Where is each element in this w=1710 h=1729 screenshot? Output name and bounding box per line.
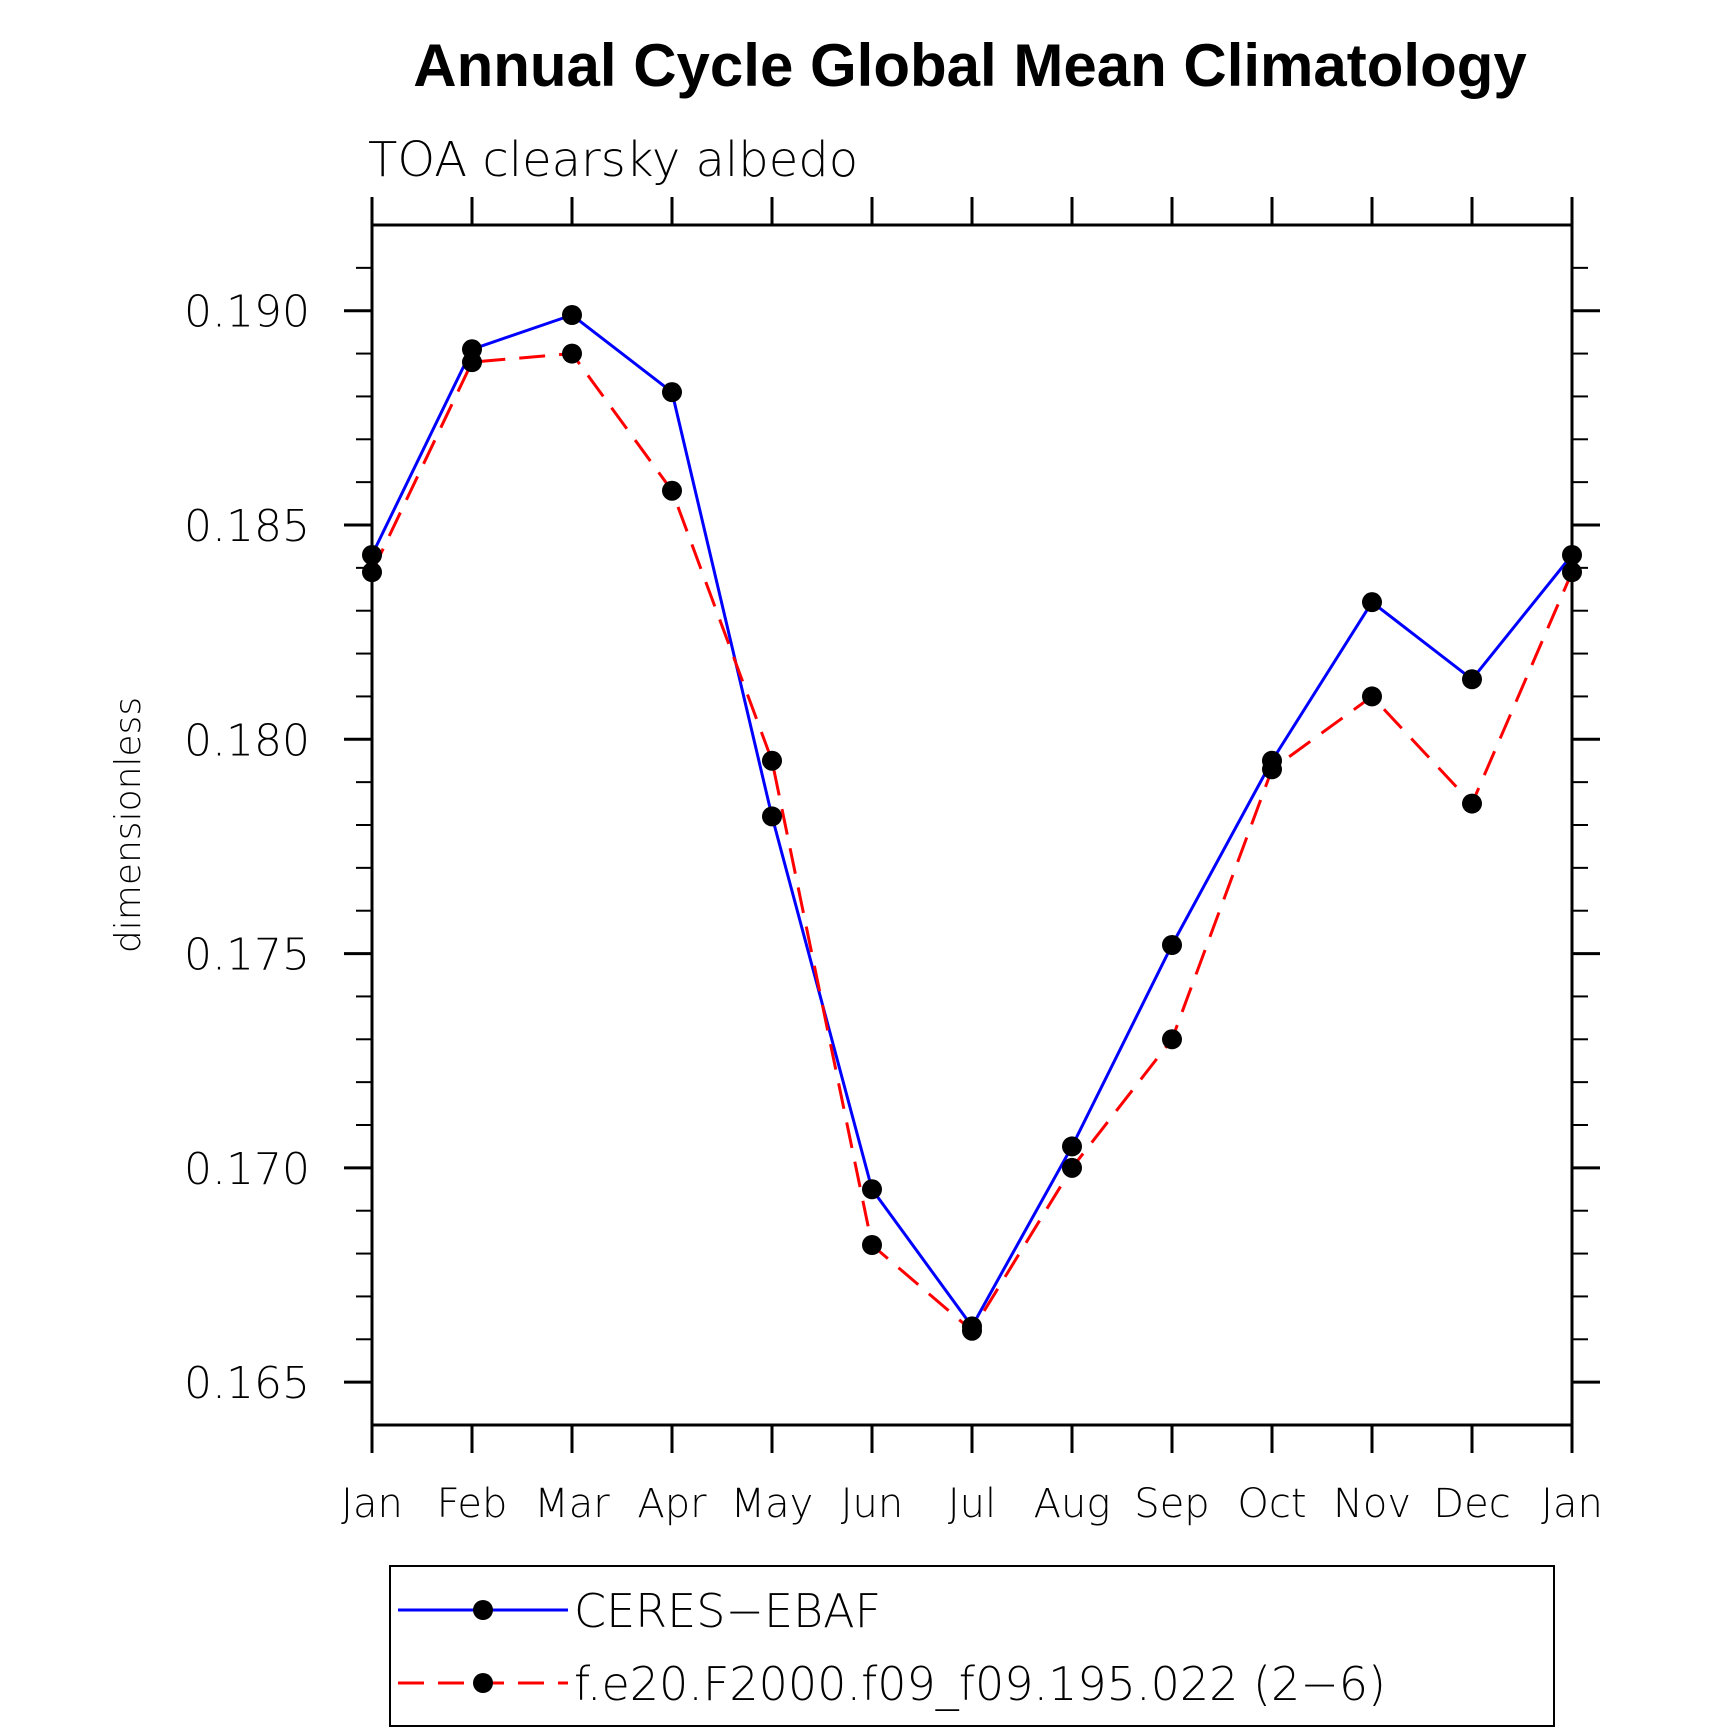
data-point [1462,793,1482,814]
x-tick-label: Sep [1134,1481,1209,1527]
data-point [1062,1136,1082,1157]
y-ticks: 0.165 0.170 0.175 0.180 0.185 0.190 [184,266,1600,1409]
data-point [362,562,382,583]
x-tick-label: Jan [1541,1481,1603,1527]
legend: CERES−EBAF f.e20.F2000.f09_f09.195.022 (… [389,1565,1555,1727]
x-tick-label: Aug [1034,1481,1111,1527]
data-point [1362,592,1382,613]
x-tick-label: May [731,1481,814,1527]
y-tick-label: 0.175 [184,930,310,981]
data-point [1462,669,1482,690]
x-tick-label: Feb [437,1481,508,1527]
data-point [1562,545,1582,565]
x-tick-label: Dec [1433,1481,1510,1527]
data-point [662,480,682,501]
series-line-0 [370,313,1574,1330]
y-tick-label: 0.190 [184,287,310,338]
data-point [662,382,682,403]
y-tick-label: 0.185 [184,501,310,552]
data-point [1262,759,1282,780]
x-tick-label: Nov [1333,1481,1411,1527]
legend-box [389,1565,1555,1727]
y-tick-label: 0.180 [184,715,310,766]
y-tick-label: 0.165 [184,1358,310,1409]
x-tick-label: Jun [841,1481,904,1527]
chart-subtitle: TOA clearsky albedo [368,132,858,188]
legend-label-model: f.e20.F2000.f09_f09.195.022 (2−6) [574,1657,1386,1711]
chart-title: Annual Cycle Global Mean Climatology [413,32,1527,99]
x-tick-label: Jul [948,1481,996,1527]
series-layer [362,305,1582,1341]
data-point [1362,686,1382,707]
x-ticks: Jan Feb Mar Apr May Jun Jul Aug Sep Oct Nov Dec Jan [341,197,1603,1527]
x-tick-label: Mar [534,1481,610,1527]
data-point [762,806,782,827]
y-axis-label: dimensionless [108,697,149,953]
data-point [862,1179,882,1200]
legend-label-ceres: CERES−EBAF [574,1584,881,1638]
data-point [562,343,582,364]
data-point [1162,935,1182,955]
data-point [462,352,482,373]
x-tick-label: Jan [341,1481,403,1527]
plot-frame [370,223,1574,1427]
data-point [862,1235,882,1255]
data-point [962,1320,982,1341]
x-tick-label: Apr [637,1481,707,1527]
y-tick-label: 0.170 [184,1144,310,1195]
data-point [562,305,582,325]
data-point [362,545,382,565]
data-point [762,750,782,771]
data-point [1162,1029,1182,1050]
legend-marker-model [473,1673,493,1693]
data-point [1062,1157,1082,1178]
data-point [1562,562,1582,583]
x-tick-label: Oct [1237,1481,1306,1527]
series-line-1 [370,352,1574,1333]
legend-marker-ceres [473,1600,493,1620]
